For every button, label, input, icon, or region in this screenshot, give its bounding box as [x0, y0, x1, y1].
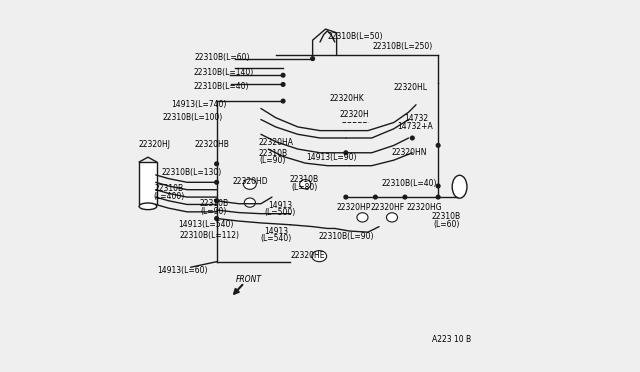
Text: 22310B(L=40): 22310B(L=40) — [193, 82, 249, 91]
Text: 22320HN: 22320HN — [392, 148, 427, 157]
Circle shape — [215, 217, 218, 220]
Ellipse shape — [300, 180, 311, 189]
Circle shape — [403, 195, 407, 199]
Text: 22310B: 22310B — [258, 150, 287, 158]
Text: 22320HB: 22320HB — [195, 140, 230, 149]
Text: 14732+A: 14732+A — [397, 122, 433, 131]
Text: 22320HL: 22320HL — [394, 83, 428, 92]
Circle shape — [374, 195, 377, 199]
Circle shape — [215, 180, 218, 184]
Ellipse shape — [244, 198, 255, 207]
Text: (L=90): (L=90) — [200, 206, 227, 216]
Text: (L=540): (L=540) — [261, 234, 292, 243]
Text: 22310B(L=60): 22310B(L=60) — [195, 53, 250, 62]
Text: 14913: 14913 — [264, 227, 289, 236]
Circle shape — [281, 99, 285, 103]
Text: 22310B(L=50): 22310B(L=50) — [327, 32, 383, 41]
Ellipse shape — [139, 203, 157, 210]
Text: A223 10 B: A223 10 B — [431, 335, 470, 344]
Text: (L=400): (L=400) — [154, 192, 185, 201]
Ellipse shape — [243, 179, 256, 189]
Circle shape — [281, 83, 285, 86]
Text: 22320HD: 22320HD — [233, 177, 268, 186]
Text: 22320HJ: 22320HJ — [139, 140, 171, 149]
Text: 14913(L=740): 14913(L=740) — [172, 100, 227, 109]
Text: 22310B: 22310B — [199, 199, 228, 208]
Circle shape — [215, 162, 218, 166]
Text: 22310B(L=130): 22310B(L=130) — [161, 168, 221, 177]
Circle shape — [436, 195, 440, 199]
Text: 22310B(L=100): 22310B(L=100) — [163, 113, 223, 122]
Text: 14913(L=60): 14913(L=60) — [157, 266, 208, 275]
Text: 14732: 14732 — [404, 114, 429, 123]
Text: 14913: 14913 — [268, 201, 292, 210]
Circle shape — [311, 57, 314, 61]
Ellipse shape — [312, 251, 326, 262]
Text: 22320HA: 22320HA — [259, 138, 294, 147]
Text: 22320HG: 22320HG — [406, 203, 442, 212]
Text: 22310B(L=140): 22310B(L=140) — [193, 68, 253, 77]
Text: 22320H: 22320H — [339, 109, 369, 119]
Text: 22320HK: 22320HK — [329, 94, 364, 103]
Text: 22310B: 22310B — [290, 175, 319, 184]
Text: 14913(L=90): 14913(L=90) — [307, 153, 357, 162]
Circle shape — [436, 184, 440, 188]
Text: 22320HE: 22320HE — [291, 251, 325, 260]
Text: FRONT: FRONT — [236, 275, 262, 284]
Bar — [139, 162, 157, 205]
Text: 22320HP: 22320HP — [337, 203, 371, 212]
Circle shape — [281, 73, 285, 77]
Ellipse shape — [357, 213, 368, 222]
Text: 22310B(L=90): 22310B(L=90) — [319, 232, 374, 241]
Text: 14913(L=540): 14913(L=540) — [179, 219, 234, 228]
Text: (L=80): (L=80) — [291, 183, 317, 192]
Circle shape — [215, 199, 218, 203]
Text: 22310B: 22310B — [432, 212, 461, 221]
Text: 22310B: 22310B — [155, 185, 184, 193]
Text: 22310B(L=40): 22310B(L=40) — [381, 179, 437, 188]
Text: (L=90): (L=90) — [260, 156, 286, 166]
Text: (L=60): (L=60) — [433, 219, 460, 228]
Text: 22320HF: 22320HF — [370, 203, 404, 212]
Ellipse shape — [387, 213, 397, 222]
Circle shape — [344, 195, 348, 199]
Circle shape — [410, 136, 414, 140]
Text: (L=500): (L=500) — [264, 208, 296, 218]
Circle shape — [344, 151, 348, 155]
Text: 22310B(L=112): 22310B(L=112) — [180, 231, 240, 240]
Ellipse shape — [452, 175, 467, 198]
Circle shape — [436, 144, 440, 147]
Text: 22310B(L=250): 22310B(L=250) — [373, 42, 433, 51]
